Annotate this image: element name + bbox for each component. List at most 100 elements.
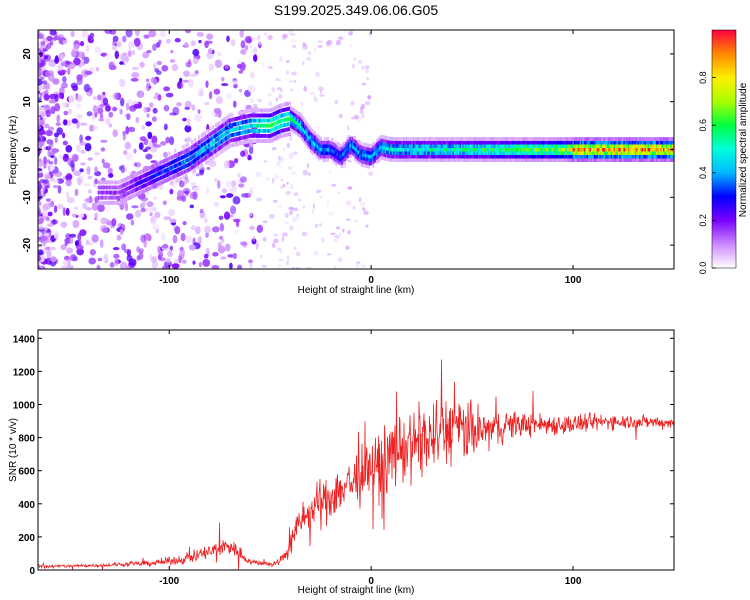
ridge-cell <box>483 158 486 162</box>
noise-speck <box>171 63 179 72</box>
ridge-cell <box>110 195 113 200</box>
ridge-cell <box>254 118 257 123</box>
ridge-cell <box>428 140 431 145</box>
ridge-cell <box>516 154 519 159</box>
ridge-cell <box>231 138 235 142</box>
ridge-cell <box>424 144 427 148</box>
noise-speck <box>356 261 361 264</box>
ridge-cell <box>509 137 512 141</box>
ridge-cell <box>617 154 621 159</box>
ridge-cell <box>579 140 582 145</box>
ridge-cell <box>477 140 481 145</box>
ridge-cell <box>213 144 216 149</box>
ridge-cell <box>353 153 356 157</box>
ridge-cell <box>332 152 335 157</box>
ridge-cell <box>554 137 557 141</box>
noise-speck <box>204 40 210 49</box>
ridge-cell <box>404 154 407 159</box>
noise-speck <box>286 142 290 148</box>
noise-speck <box>79 122 88 126</box>
ridge-cell <box>403 154 406 159</box>
ridge-cell <box>588 137 591 141</box>
noise-speck <box>163 86 171 92</box>
ridge-cell <box>403 158 406 162</box>
ridge-cell <box>359 148 362 152</box>
noise-speck <box>271 147 277 151</box>
ridge-cell <box>117 185 120 190</box>
ridge-cell <box>493 144 496 148</box>
ridge-cell <box>383 156 386 161</box>
ridge-cell <box>250 113 253 118</box>
noise-speck <box>91 112 96 121</box>
ridge-cell <box>158 176 161 181</box>
ridge-cell <box>620 144 623 148</box>
ridge-cell <box>206 159 209 164</box>
ridge-cell <box>335 144 338 149</box>
ridge-cell <box>417 158 420 162</box>
ridge-cell <box>172 164 175 169</box>
ridge-cell <box>661 151 664 155</box>
noise-speck <box>232 196 241 205</box>
ridge-cell <box>458 144 461 148</box>
ridge-cell <box>660 140 663 145</box>
ridge-cell <box>610 140 614 145</box>
noise-speck <box>193 186 201 192</box>
ridge-cell <box>639 154 642 159</box>
noise-speck <box>225 93 232 99</box>
noise-speck <box>119 108 123 115</box>
noise-speck <box>208 91 213 100</box>
ridge-cell <box>380 152 383 157</box>
noise-speck <box>122 35 127 43</box>
ridge-cell <box>436 154 440 159</box>
ridge-cell <box>148 181 151 186</box>
ridge-cell <box>555 137 558 141</box>
ridge-cell <box>633 137 636 141</box>
y-tick-label: 1400 <box>13 334 36 345</box>
ridge-cell <box>216 137 219 142</box>
ridge-cell <box>181 171 184 175</box>
ridge-cell <box>265 139 269 143</box>
ridge-cell <box>554 154 557 159</box>
ridge-cell <box>521 154 525 159</box>
ridge-cell <box>280 134 283 138</box>
ridge-cell <box>270 113 273 117</box>
ridge-cell <box>496 137 499 141</box>
noise-speck <box>38 141 41 149</box>
noise-speck <box>191 104 196 111</box>
ridge-cell <box>445 137 448 141</box>
ridge-cell <box>203 146 207 151</box>
noise-speck <box>92 105 98 114</box>
ridge-cell <box>182 155 185 159</box>
ridge-cell <box>639 140 642 145</box>
ridge-cell <box>465 158 468 162</box>
noise-speck <box>273 199 278 203</box>
ridge-cell <box>311 129 314 133</box>
ridge-cell <box>282 128 286 133</box>
ridge-cell <box>408 147 411 152</box>
ridge-cell <box>206 139 209 144</box>
noise-speck <box>134 30 140 37</box>
noise-speck <box>119 261 128 269</box>
ridge-cell <box>460 140 464 145</box>
ridge-cell <box>602 158 605 162</box>
ridge-cell <box>578 144 581 148</box>
ridge-cell <box>318 142 321 147</box>
noise-speck <box>262 236 267 242</box>
ridge-cell <box>551 137 554 141</box>
noise-speck <box>306 162 310 169</box>
ridge-cell <box>246 129 249 134</box>
ridge-cell <box>292 111 296 116</box>
ridge-cell <box>275 130 279 135</box>
ridge-cell <box>537 151 540 155</box>
ridge-cell <box>315 154 318 158</box>
ridge-cell <box>494 151 498 155</box>
noise-speck <box>52 219 56 225</box>
ridge-cell <box>654 140 657 145</box>
ridge-cell <box>407 137 410 141</box>
ridge-cell <box>176 167 180 172</box>
ridge-cell <box>318 149 321 154</box>
ridge-cell <box>462 137 465 141</box>
noise-speck <box>249 44 253 48</box>
ridge-cell <box>410 140 413 145</box>
noise-speck <box>38 157 42 162</box>
